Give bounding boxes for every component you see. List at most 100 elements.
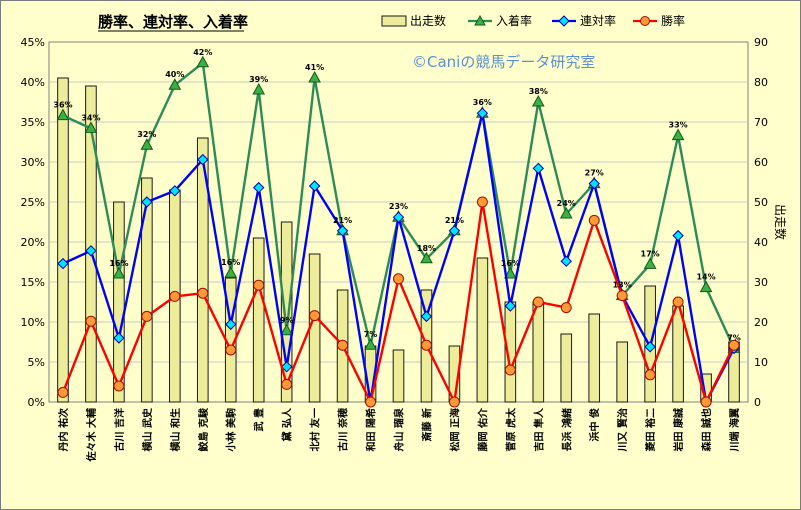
x-category: 吉田 隼人 <box>532 407 545 451</box>
bar <box>57 77 69 403</box>
point-marker <box>643 257 657 269</box>
data-label: 16% <box>501 259 520 268</box>
y-right-tick-label: 20 <box>754 316 768 329</box>
x-category: 丹内 祐次 <box>57 408 70 451</box>
point-marker <box>420 251 433 264</box>
x-tick-label: 川端 海翼 <box>728 408 741 452</box>
x-category: 藤岡 佑介 <box>476 407 489 451</box>
data-label: 40% <box>165 70 184 79</box>
data-label: 36% <box>473 98 492 107</box>
point-marker <box>57 386 69 398</box>
y-right-tick-label: 70 <box>754 116 768 129</box>
point-marker <box>141 310 153 322</box>
watermark: ©Caniの競馬データ研究室 <box>412 53 595 71</box>
x-tick-label: 黛 弘人 <box>281 407 294 441</box>
legend-label: 入着率 <box>496 13 532 28</box>
point-marker <box>280 323 294 336</box>
y-left-tick-label: 25% <box>21 196 45 209</box>
data-label: 34% <box>81 113 100 122</box>
y-left-tick-label: 5% <box>28 356 45 369</box>
bar <box>280 221 293 403</box>
point-marker <box>420 310 433 323</box>
point-marker <box>560 302 572 314</box>
x-category: 古川 奈穂 <box>337 408 350 451</box>
data-label: 24% <box>557 199 576 208</box>
data-label: 41% <box>305 63 324 72</box>
point-marker <box>504 300 517 312</box>
bar <box>532 301 545 403</box>
x-category: 和田 陽希 <box>365 408 378 452</box>
legend-label: 連対率 <box>580 13 616 28</box>
y-left-tick-label: 0% <box>28 396 45 409</box>
x-category: 横山 武史 <box>141 407 154 451</box>
y-right-tick-label: 60 <box>754 156 768 169</box>
data-label: 13% <box>613 281 632 290</box>
legend: 出走数 入着率 連対率 勝率 <box>381 13 685 28</box>
point-marker <box>113 380 125 392</box>
point-marker <box>532 162 545 175</box>
point-marker <box>169 290 181 302</box>
point-marker <box>588 214 600 226</box>
x-category: 古川 吉洋 <box>113 408 126 451</box>
legend-swatch-bar <box>381 15 407 27</box>
point-marker <box>560 255 572 267</box>
bar <box>113 201 125 403</box>
bar <box>616 341 628 403</box>
y-left-tick-label: 10% <box>21 316 45 329</box>
x-tick-label: 斎藤 新 <box>420 408 433 441</box>
data-label: 16% <box>109 259 128 268</box>
y-right-tick-label: 0 <box>754 396 761 409</box>
data-label: 21% <box>445 216 464 225</box>
data-labels: 36% 34% 16% 32% 40% 42% 16% 39% 9% 41% 21% 7% 23% 18%… <box>53 48 740 343</box>
x-tick-label: 北村 友一 <box>309 408 322 451</box>
point-marker <box>671 128 685 141</box>
point-marker <box>504 364 516 376</box>
bar <box>476 257 489 403</box>
x-tick-label: 古川 吉洋 <box>113 408 126 451</box>
x-category: 川端 海翼 <box>728 408 741 452</box>
x-category: 鮫島 克駿 <box>197 407 210 451</box>
data-label: 32% <box>137 130 156 139</box>
point-marker <box>85 315 97 327</box>
x-tick-label: 小林 美駒 <box>225 408 238 452</box>
x-tick-label: 武 豊 <box>253 408 266 431</box>
point-marker <box>168 78 182 90</box>
x-tick-label: 岩田 康誠 <box>672 408 685 452</box>
point-marker <box>225 344 237 356</box>
y-left-tick-label: 15% <box>21 276 45 289</box>
point-marker <box>616 290 628 302</box>
x-category: 森田 誠也 <box>700 408 713 452</box>
legend-label: 出走数 <box>410 13 446 28</box>
x-category: 北村 友一 <box>309 408 322 451</box>
point-marker <box>392 211 405 223</box>
point-marker <box>252 82 266 95</box>
x-category: 岩田 康誠 <box>672 408 685 452</box>
point-marker <box>364 338 377 350</box>
data-label: 17% <box>641 249 660 258</box>
point-marker <box>337 339 349 351</box>
y-left-tick-label: 45% <box>21 36 45 49</box>
point-marker <box>559 206 573 219</box>
data-label: 7% <box>364 330 378 339</box>
point-marker <box>56 108 70 121</box>
x-tick-label: 菱田 裕二 <box>644 408 657 451</box>
point-marker <box>503 266 517 279</box>
y-left-tick-label: 20% <box>21 236 45 249</box>
x-tick-label: 横山 和生 <box>169 408 182 451</box>
y-right-tick-label: 40 <box>754 236 768 249</box>
point-marker <box>448 225 461 237</box>
chart-title: 勝率、連対率、入着率 <box>98 13 248 31</box>
point-marker <box>253 279 265 291</box>
point-marker <box>224 266 238 278</box>
x-category: 佐々木 大輔 <box>85 408 98 462</box>
point-marker <box>196 55 210 68</box>
point-marker <box>448 396 460 408</box>
point-marker <box>281 378 293 390</box>
data-label: 39% <box>249 75 268 84</box>
point-marker <box>113 332 125 344</box>
bar <box>560 333 573 403</box>
data-label: 33% <box>669 121 688 130</box>
y-right-tick-label: 10 <box>754 356 768 369</box>
point-marker <box>197 287 209 299</box>
x-tick-label: 佐々木 大輔 <box>85 408 98 462</box>
